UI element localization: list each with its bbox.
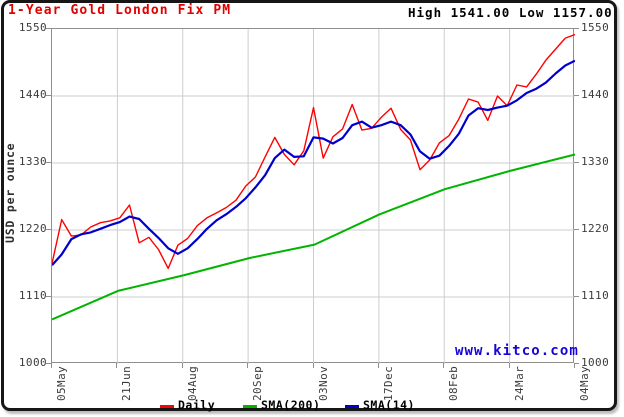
x-tick-label: 24Mar (512, 365, 526, 401)
legend-label-sma14: SMA(14) (363, 398, 415, 412)
legend-label-sma200: SMA(200) (261, 398, 321, 412)
y-tick-label-left: 1440 (18, 88, 47, 101)
y-tick-label-left: 1550 (18, 21, 47, 34)
y-tick-label-right: 1330 (581, 155, 610, 168)
y-tick-mark-left (46, 28, 51, 29)
series-line-sma14 (52, 59, 575, 267)
y-tick-label-left: 1330 (18, 155, 47, 168)
x-tick-label: 05May (55, 365, 68, 401)
chart-title: 1-Year Gold London Fix PM (8, 3, 232, 18)
x-tick-label: 08Feb (447, 365, 461, 401)
y-tick-label-right: 1550 (581, 21, 610, 34)
x-tick-mark (312, 363, 314, 368)
series-line-daily (52, 33, 575, 270)
x-tick-label: 17Dec (381, 365, 395, 401)
y-tick-mark-left (46, 162, 51, 163)
y-tick-mark-left (46, 296, 51, 297)
y-tick-mark-right (574, 296, 579, 297)
y-tick-label-left: 1110 (18, 289, 47, 302)
x-tick-mark (443, 363, 445, 368)
x-tick-mark (377, 363, 379, 368)
y-tick-mark-right (574, 363, 579, 364)
y-tick-mark-right (574, 95, 579, 96)
legend-label-daily: Daily (178, 398, 216, 412)
x-tick-mark (51, 363, 52, 368)
x-tick-label: 20Sep (251, 365, 265, 401)
x-tick-label: 04May (578, 365, 591, 401)
y-tick-label-right: 1440 (581, 88, 610, 101)
y-tick-label-left: 1000 (18, 356, 47, 369)
chart-canvas (52, 29, 575, 364)
legend-dash-sma14 (345, 405, 359, 408)
legend-dash-daily (160, 405, 174, 408)
x-tick-mark (508, 363, 510, 368)
x-tick-mark (116, 363, 118, 368)
y-tick-mark-left (46, 229, 51, 230)
legend-dash-sma200 (243, 405, 257, 408)
x-tick-mark (181, 363, 183, 368)
x-tick-mark (574, 363, 575, 368)
y-tick-label-right: 1220 (581, 222, 610, 235)
y-tick-label-right: 1000 (581, 356, 610, 369)
y-tick-mark-left (46, 95, 51, 96)
y-tick-mark-right (574, 28, 579, 29)
high-low-stats: High 1541.00 Low 1157.00 (408, 5, 613, 20)
x-tick-label: 04Aug (185, 365, 199, 401)
x-tick-mark (247, 363, 249, 368)
y-tick-mark-left (46, 363, 51, 364)
y-tick-mark-right (574, 162, 579, 163)
x-tick-label: 21Jun (120, 365, 134, 401)
x-tick-label: 03Nov (316, 365, 330, 401)
plot-area (51, 28, 575, 364)
y-tick-mark-right (574, 229, 579, 230)
kitco-watermark-link[interactable]: www.kitco.com (455, 343, 579, 359)
series-line-sma200 (52, 153, 575, 321)
y-tick-label-right: 1110 (581, 289, 610, 302)
y-tick-label-left: 1220 (18, 222, 47, 235)
